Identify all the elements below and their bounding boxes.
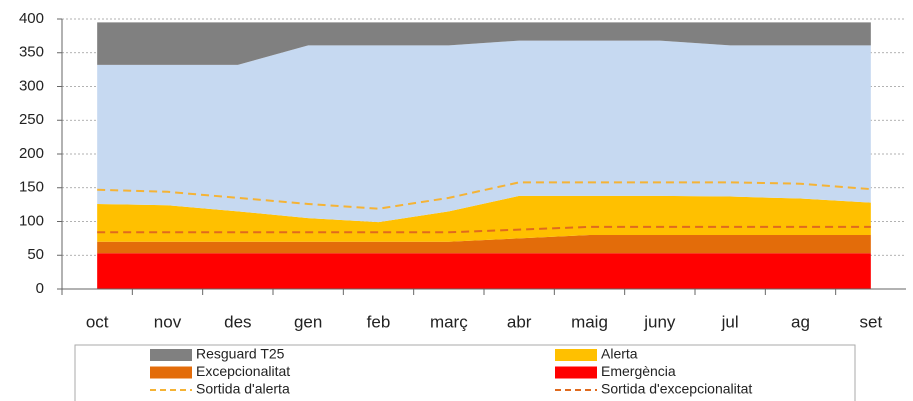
legend-label: Resguard T25 [196, 346, 285, 362]
area [97, 195, 871, 242]
area [97, 22, 871, 65]
x-tick-label: feb [367, 312, 391, 331]
legend-label: Emergència [601, 363, 676, 379]
y-tick-label: 50 [27, 246, 44, 263]
x-tick-label: març [430, 312, 468, 331]
x-tick-label: set [859, 312, 882, 331]
x-tick-label: jul [721, 312, 739, 331]
legend-swatch [555, 349, 597, 361]
x-tick-label: ag [791, 312, 810, 331]
x-tick-label: des [224, 312, 251, 331]
x-tick-label: gen [294, 312, 322, 331]
legend-swatch [150, 366, 192, 379]
y-tick-label: 300 [19, 77, 44, 94]
y-tick-label: 250 [19, 111, 44, 128]
legend-box [74, 344, 856, 401]
area [97, 40, 871, 223]
x-tick-label: juny [643, 312, 676, 331]
legend-swatch [555, 366, 597, 379]
legend-label: Sortida d'excepcionalitat [601, 381, 752, 397]
line [97, 225, 871, 234]
area [97, 253, 871, 289]
y-tick-label: 400 [19, 10, 44, 27]
legend-swatch [150, 349, 192, 361]
x-tick-label: maig [571, 312, 608, 331]
area [97, 235, 871, 254]
y-tick-label: 150 [19, 179, 44, 196]
y-tick-label: 200 [19, 145, 44, 162]
x-tick-label: abr [507, 312, 532, 331]
x-tick-label: oct [86, 312, 109, 331]
x-tick-label: nov [154, 312, 182, 331]
y-tick-label: 0 [36, 280, 44, 297]
legend-label: Alerta [601, 346, 638, 362]
y-tick-label: 350 [19, 44, 44, 61]
legend-label: Sortida d'alerta [196, 381, 290, 397]
legend-label: Excepcionalitat [196, 363, 290, 379]
y-tick-label: 100 [19, 212, 44, 229]
